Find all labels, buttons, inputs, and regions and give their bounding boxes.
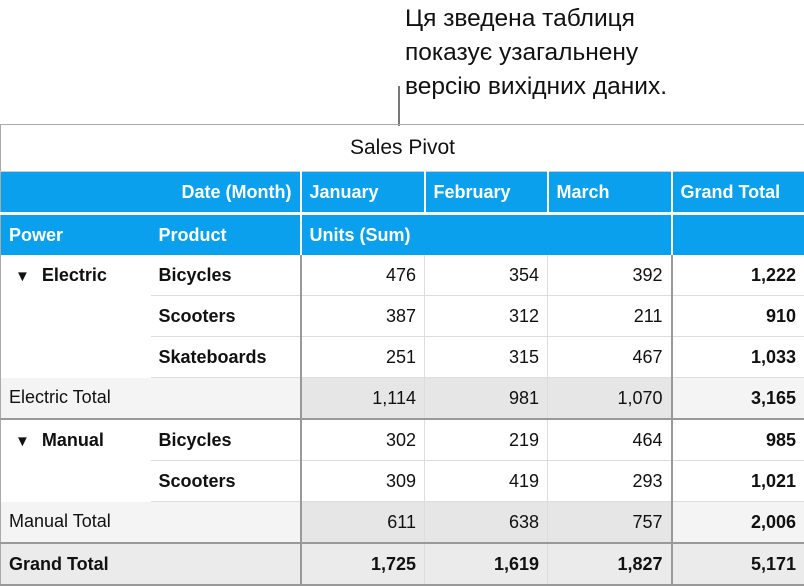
subtotal-cell[interactable]: 1,070 [548, 378, 672, 420]
grand-total-label[interactable]: Grand Total [1, 543, 151, 585]
pivot-table[interactable]: Sales Pivot Date (Month) January Februar… [0, 124, 804, 586]
header-grand-total[interactable]: Grand Total [672, 172, 804, 214]
value-cell[interactable]: 467 [548, 337, 672, 378]
product-cell[interactable]: Bicycles [151, 419, 301, 461]
subtotal-cell[interactable]: 981 [425, 378, 548, 420]
value-cell[interactable]: 464 [548, 419, 672, 461]
callout-line-2: показує узагальнену [405, 36, 667, 70]
subtotal-label[interactable]: Electric Total [1, 378, 151, 420]
value-cell[interactable]: 302 [301, 419, 425, 461]
table-row: Skateboards 251 315 467 1,033 [1, 337, 804, 378]
header-power[interactable]: Power [1, 214, 151, 256]
disclosure-triangle-icon[interactable]: ▼ [15, 268, 30, 285]
subtotal-cell[interactable]: 757 [548, 502, 672, 544]
subtotal-cell[interactable]: 1,114 [301, 378, 425, 420]
row-total-cell[interactable]: 1,021 [672, 461, 804, 502]
header-row-fields: Power Product Units (Sum) [1, 214, 804, 256]
value-cell[interactable]: 392 [548, 255, 672, 296]
table-row: ▼Electric Bicycles 476 354 392 1,222 [1, 255, 804, 296]
subtotal-total-cell[interactable]: 3,165 [672, 378, 804, 420]
grand-total-cell[interactable]: 1,619 [425, 543, 548, 585]
group-electric[interactable]: ▼Electric [1, 255, 151, 296]
callout-pointer [398, 86, 400, 126]
value-cell[interactable]: 309 [301, 461, 425, 502]
grand-total-total-cell[interactable]: 5,171 [672, 543, 804, 585]
value-cell[interactable]: 315 [425, 337, 548, 378]
row-total-cell[interactable]: 1,222 [672, 255, 804, 296]
header-product[interactable]: Product [151, 214, 301, 256]
disclosure-triangle-icon[interactable]: ▼ [15, 433, 30, 450]
value-cell[interactable]: 476 [301, 255, 425, 296]
subtotal-row-electric: Electric Total 1,114 981 1,070 3,165 [1, 378, 804, 420]
table-row: Scooters 309 419 293 1,021 [1, 461, 804, 502]
value-cell[interactable]: 211 [548, 296, 672, 337]
value-cell[interactable]: 354 [425, 255, 548, 296]
subtotal-total-cell[interactable]: 2,006 [672, 502, 804, 544]
value-cell[interactable]: 251 [301, 337, 425, 378]
product-cell[interactable]: Skateboards [151, 337, 301, 378]
subtotal-cell[interactable]: 638 [425, 502, 548, 544]
subtotal-label[interactable]: Manual Total [1, 502, 151, 544]
value-cell[interactable]: 387 [301, 296, 425, 337]
group-manual[interactable]: ▼Manual [1, 419, 151, 461]
header-row-columns: Date (Month) January February March Gran… [1, 172, 804, 214]
header-january[interactable]: January [301, 172, 425, 214]
row-total-cell[interactable]: 1,033 [672, 337, 804, 378]
callout-text: Ця зведена таблиця показує узагальнену в… [405, 2, 667, 104]
subtotal-row-manual: Manual Total 611 638 757 2,006 [1, 502, 804, 544]
value-cell[interactable]: 312 [425, 296, 548, 337]
row-total-cell[interactable]: 910 [672, 296, 804, 337]
product-cell[interactable]: Bicycles [151, 255, 301, 296]
value-cell[interactable]: 419 [425, 461, 548, 502]
callout-line-3: версію вихідних даних. [405, 70, 667, 104]
header-march[interactable]: March [548, 172, 672, 214]
row-total-cell[interactable]: 985 [672, 419, 804, 461]
header-february[interactable]: February [425, 172, 548, 214]
product-cell[interactable]: Scooters [151, 296, 301, 337]
table-row: ▼Manual Bicycles 302 219 464 985 [1, 419, 804, 461]
value-cell[interactable]: 219 [425, 419, 548, 461]
grand-total-cell[interactable]: 1,725 [301, 543, 425, 585]
product-cell[interactable]: Scooters [151, 461, 301, 502]
grand-total-row: Grand Total 1,725 1,619 1,827 5,171 [1, 543, 804, 585]
header-values[interactable]: Units (Sum) [301, 214, 672, 256]
column-field-label[interactable]: Date (Month) [151, 172, 301, 214]
subtotal-cell[interactable]: 611 [301, 502, 425, 544]
grand-total-cell[interactable]: 1,827 [548, 543, 672, 585]
value-cell[interactable]: 293 [548, 461, 672, 502]
callout-line-1: Ця зведена таблиця [405, 2, 667, 36]
table-row: Scooters 387 312 211 910 [1, 296, 804, 337]
table-title[interactable]: Sales Pivot [1, 125, 804, 172]
